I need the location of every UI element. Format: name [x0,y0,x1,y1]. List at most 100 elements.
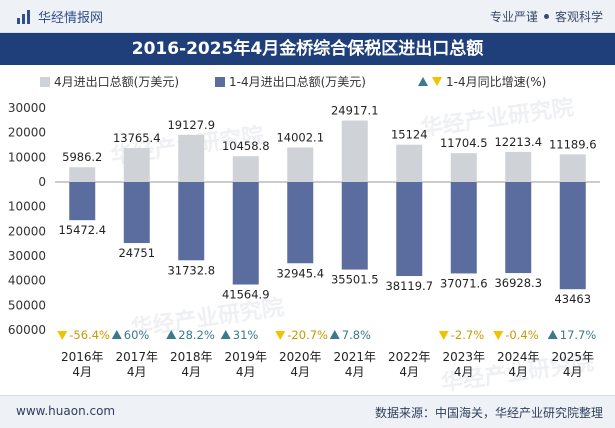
bar-ytd-total [69,182,96,221]
x-tick-label: 4月 [290,365,310,379]
growth-label: -56.4% [69,328,110,342]
x-tick-label: 2023年 [442,350,485,364]
bar-ytd-total [559,182,586,290]
website-link[interactable]: www.huaon.com [16,404,116,418]
data-label-ytd: 37071.6 [440,276,488,290]
y-tick-label: 40000 [8,274,46,288]
growth-up-marker [111,330,122,339]
legend-label-growth: 1-4月同比增速(%) [446,75,547,89]
growth-label: 7.8% [342,328,371,342]
growth-up-marker [547,330,558,339]
legend-label-ytd: 1-4月进出口总额(万美元) [229,75,366,89]
x-tick-label: 2017年 [115,350,158,364]
x-tick-label: 2019年 [224,350,267,364]
data-label-ytd: 35501.5 [331,273,379,287]
data-label-ytd: 32945.4 [276,266,324,280]
brand-logo-icon [17,9,30,24]
bar-april-total [287,147,314,182]
top-header-bar: 华经情报网 专业严谨 客观科学 [0,0,615,33]
legend-swatch-april [40,76,50,87]
brand: 华经情报网 [16,7,103,26]
growth-label: -0.4% [505,328,538,342]
data-label-april: 13765.4 [113,131,161,145]
data-label-ytd: 15472.4 [58,223,106,237]
triangle-down-icon [432,77,442,86]
y-tick-label: 60000 [8,323,46,337]
y-tick-label: 0 [38,175,46,189]
x-tick-label: 4月 [127,365,147,379]
data-label-april: 24917.1 [331,104,379,118]
y-tick-label: 30000 [8,101,46,115]
chart-legend: 4月进出口总额(万美元) 1-4月进出口总额(万美元) 1-4月同比增速(%) [40,73,600,91]
legend-item-april: 4月进出口总额(万美元) [40,73,179,90]
bar-april-total [559,154,586,182]
bar-ytd-total [287,182,314,264]
y-tick-label: 30000 [8,249,46,263]
growth-up-marker [329,330,340,339]
x-tick-label: 2018年 [170,350,213,364]
bar-ytd-total [396,182,423,277]
chart-title: 2016-2025年4月金桥综合保税区进出口总额 [0,33,615,65]
growth-label: -2.7% [451,328,484,342]
bullet-dot-icon [543,14,549,19]
legend-label-april: 4月进出口总额(万美元) [54,75,179,89]
brand-name: 华经情报网 [38,11,104,26]
x-tick-label: 4月 [72,365,92,379]
growth-label: 60% [124,328,150,342]
x-tick-label: 4月 [454,365,474,379]
data-label-april: 10458.8 [222,139,270,153]
x-tick-label: 2020年 [279,350,322,364]
bar-april-total [341,120,368,182]
growth-label: 17.7% [560,328,597,342]
growth-down-marker [275,331,286,340]
data-label-ytd: 43463 [554,292,591,306]
x-tick-label: 2025年 [551,350,594,364]
data-label-ytd: 31732.8 [167,263,215,277]
x-tick-label: 2022年 [388,350,431,364]
data-label-april: 14002.1 [276,130,324,144]
bar-april-total [232,156,259,182]
data-label-april: 5986.2 [62,150,102,164]
triangle-up-icon [418,77,428,86]
footer-bar: www.huaon.com 数据来源：中国海关，华经产业研究院整理 [0,395,615,428]
growth-label: -20.7% [287,328,328,342]
y-tick-label: 20000 [8,224,46,238]
y-tick-label: 10000 [8,150,46,164]
bar-ytd-total [450,182,477,274]
data-label-ytd: 36928.3 [494,276,542,290]
x-tick-label: 2024年 [497,350,540,364]
x-tick-label: 4月 [345,365,365,379]
legend-item-ytd: 1-4月进出口总额(万美元) [215,73,366,90]
bar-ytd-total [341,182,368,270]
tagline: 专业严谨 客观科学 [490,8,603,25]
data-label-april: 11189.6 [549,137,597,151]
bar-april-total [450,153,477,182]
tagline-left: 专业严谨 [489,10,538,24]
bar-april-total [178,134,205,182]
data-label-april: 19127.9 [167,118,215,132]
tagline-right: 客观科学 [554,10,603,24]
y-tick-label: 20000 [8,126,46,140]
bar-april-total [123,148,150,182]
legend-swatch-ytd [215,76,225,87]
y-tick-label: 10000 [8,200,46,214]
x-tick-label: 2021年 [333,350,376,364]
x-tick-label: 4月 [181,365,201,379]
data-label-ytd: 41564.9 [222,288,270,302]
growth-up-marker [220,330,231,339]
growth-down-marker [438,331,449,340]
data-source: 数据来源：中国海关，华经产业研究院整理 [374,406,603,420]
data-label-ytd: 24751 [118,246,155,260]
growth-label: 31% [233,328,259,342]
bar-ytd-total [178,182,205,261]
data-label-april: 15124 [391,128,428,142]
growth-down-marker [57,331,68,340]
y-tick-label: 50000 [8,298,46,312]
growth-label: 28.2% [178,328,215,342]
growth-up-marker [166,330,177,339]
x-tick-label: 4月 [563,365,583,379]
bar-april-total [396,144,423,182]
bar-ytd-total [505,182,532,274]
data-label-ytd: 38119.7 [385,279,433,293]
